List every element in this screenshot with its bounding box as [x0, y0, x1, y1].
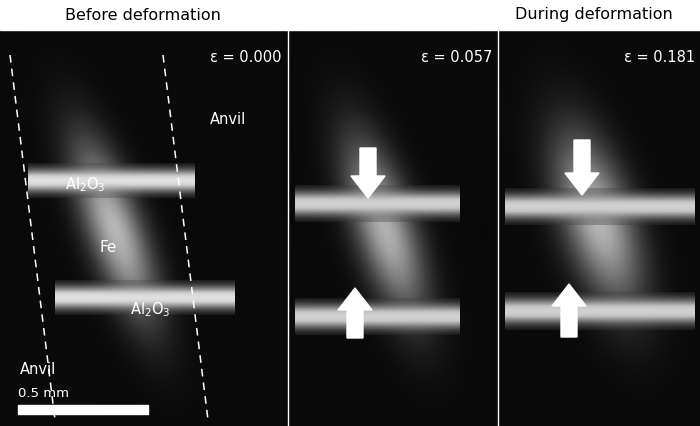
FancyArrow shape — [552, 284, 586, 337]
Text: ε = 0.181: ε = 0.181 — [624, 50, 695, 65]
Text: Al$_2$O$_3$: Al$_2$O$_3$ — [65, 176, 106, 194]
Bar — [498, 30, 700, 426]
Text: Anvil: Anvil — [210, 112, 246, 127]
Text: Fe: Fe — [99, 241, 117, 256]
FancyArrow shape — [351, 148, 385, 198]
Bar — [0, 0, 700, 30]
Bar — [18, 405, 148, 414]
Bar — [0, 0, 700, 30]
Bar — [288, 30, 497, 426]
FancyArrow shape — [338, 288, 372, 338]
Text: 0.5 mm: 0.5 mm — [18, 387, 69, 400]
Text: Anvil: Anvil — [20, 363, 56, 377]
Text: Al$_2$O$_3$: Al$_2$O$_3$ — [130, 301, 171, 320]
FancyArrow shape — [565, 140, 599, 195]
Text: During deformation: During deformation — [515, 8, 673, 23]
Bar — [0, 30, 287, 426]
Text: Before deformation: Before deformation — [65, 8, 221, 23]
Text: ε = 0.057: ε = 0.057 — [421, 50, 492, 65]
Text: ε = 0.000: ε = 0.000 — [211, 50, 282, 65]
